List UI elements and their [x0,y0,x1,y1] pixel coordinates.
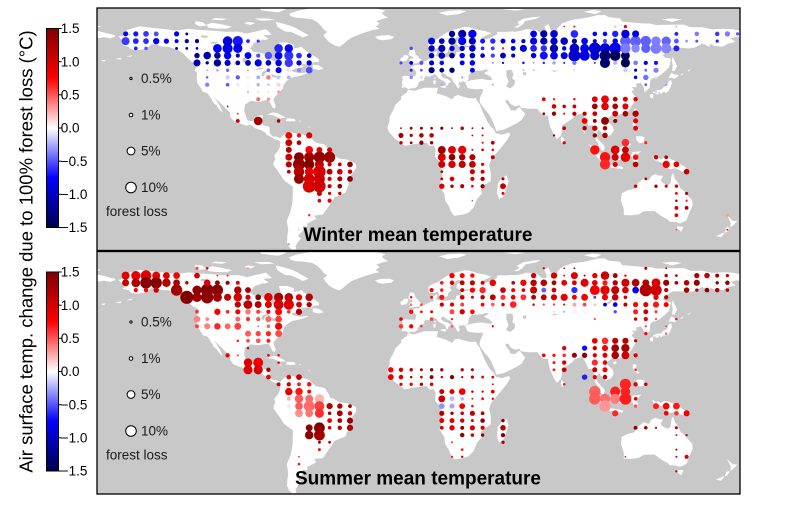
svg-text:5%: 5% [141,387,161,402]
svg-text:Summer mean temperature: Summer mean temperature [295,469,541,490]
svg-text:Air surface temp. change due t: Air surface temp. change due to 100% for… [16,30,37,472]
svg-text:1%: 1% [141,351,161,366]
svg-text:0.0: 0.0 [61,364,80,379]
svg-text:5%: 5% [141,144,161,159]
svg-text:0.5%: 0.5% [141,315,172,330]
svg-text:1%: 1% [141,108,161,123]
svg-text:10%: 10% [141,180,168,195]
svg-text:−1.0: −1.0 [61,187,88,202]
svg-text:−0.5: −0.5 [61,154,88,169]
svg-text:−1.0: −1.0 [61,431,88,446]
svg-text:1.5: 1.5 [61,21,80,36]
svg-text:0.5: 0.5 [61,331,80,346]
svg-text:forest loss: forest loss [106,448,168,463]
svg-text:forest loss: forest loss [106,204,168,219]
svg-text:Winter mean temperature: Winter mean temperature [304,225,533,246]
svg-text:10%: 10% [141,424,168,439]
svg-text:1.5: 1.5 [61,265,80,280]
svg-text:0.5%: 0.5% [141,71,172,86]
svg-text:−1.5: −1.5 [61,220,88,235]
svg-text:0.5: 0.5 [61,88,80,103]
svg-text:−1.5: −1.5 [61,464,88,479]
svg-text:1.0: 1.0 [61,298,80,313]
svg-text:1.0: 1.0 [61,54,80,69]
svg-text:−0.5: −0.5 [61,397,88,412]
svg-text:0.0: 0.0 [61,121,80,136]
